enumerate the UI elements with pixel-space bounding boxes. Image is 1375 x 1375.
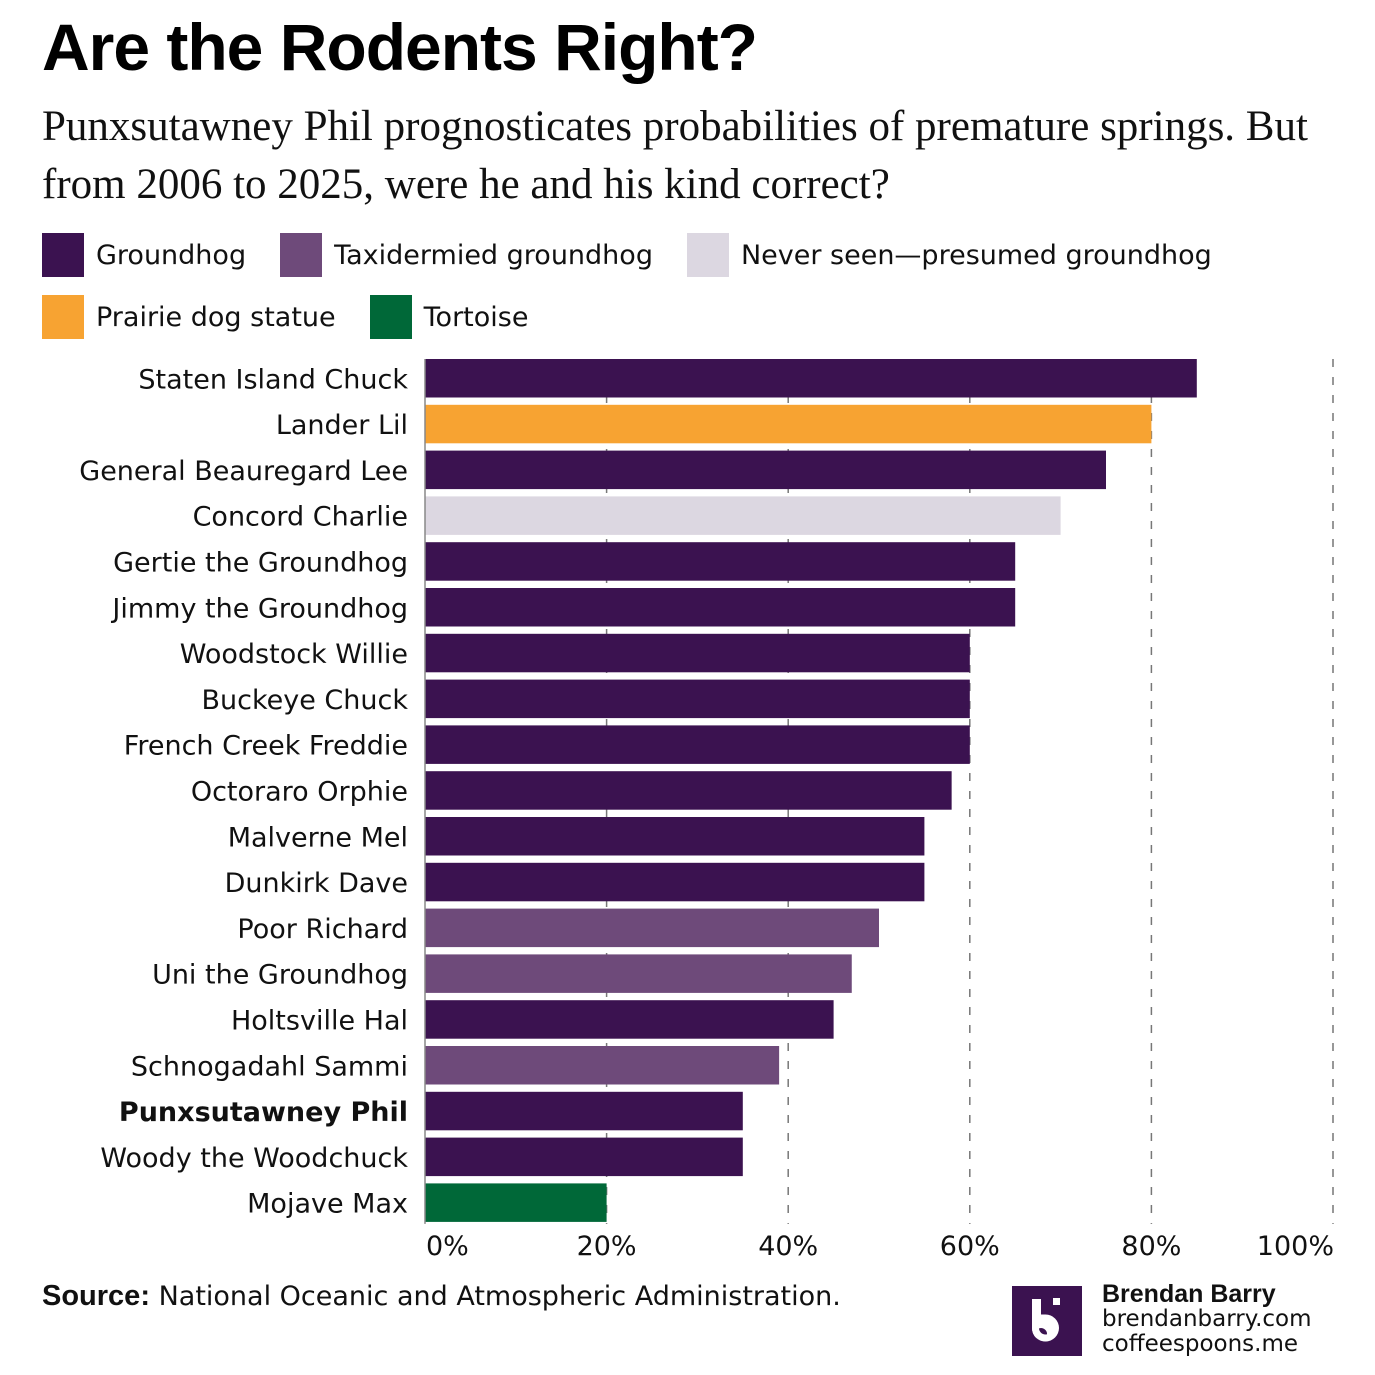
bar-buckeye-chuck	[425, 679, 970, 719]
bar-jimmy-the-groundhog	[425, 588, 1016, 627]
legend-item-tortoise: Tortoise	[369, 295, 529, 339]
legend-swatch	[686, 233, 729, 277]
brand-text: Brendan Barry brendanbarry.com coffeespo…	[1102, 1282, 1312, 1357]
brand-block: Brendan Barry brendanbarry.com coffeespo…	[1012, 1282, 1312, 1357]
category-label: Woody the Woodchuck	[100, 1143, 408, 1174]
category-label: Schnogadahl Sammi	[131, 1051, 408, 1082]
category-label: Mojave Max	[247, 1189, 408, 1220]
category-label: Malverne Mel	[228, 822, 408, 853]
legend-swatch	[42, 233, 84, 277]
b-logo-icon	[1012, 1286, 1082, 1356]
tick-label: 40%	[758, 1231, 818, 1262]
x-axis-ticks: 0% 20% 40% 60% 80% 100%	[426, 1231, 1334, 1262]
brand-site-2: coffeespoons.me	[1102, 1331, 1299, 1357]
legend-label: Prairie dog statue	[96, 301, 336, 333]
tick-label: 0%	[426, 1231, 469, 1262]
bar-holtsville-hal	[425, 1000, 834, 1039]
brand-site-1: brendanbarry.com	[1102, 1306, 1312, 1332]
category-label: Holtsville Hal	[231, 1005, 408, 1036]
brand-name: Brendan Barry	[1102, 1280, 1276, 1308]
legend-item-taxidermied: Taxidermied groundhog	[280, 233, 653, 277]
bar-poor-richard	[425, 908, 879, 948]
bar-woody-the-woodchuck	[425, 1137, 743, 1177]
legend-item-groundhog: Groundhog	[42, 233, 246, 277]
bar-mojave-max	[425, 1183, 607, 1222]
category-label: Poor Richard	[237, 914, 408, 945]
legend-item-never-seen: Never seen—presumed groundhog	[686, 233, 1212, 277]
category-label: General Beauregard Lee	[79, 456, 408, 487]
bar-punxsutawney-phil	[425, 1091, 743, 1131]
tick-label: 80%	[1121, 1231, 1181, 1262]
tick-label: 20%	[577, 1231, 637, 1262]
category-labels: Staten Island Chuck Lander Lil General Bea…	[79, 364, 408, 1219]
category-label: Jimmy the Groundhog	[110, 593, 408, 624]
bar-concord-charlie	[425, 496, 1061, 535]
category-label: Staten Island Chuck	[138, 364, 408, 395]
legend-label: Groundhog	[96, 239, 247, 271]
source-note: Source: National Oceanic and Atmospheric…	[42, 1280, 841, 1313]
category-label: Buckeye Chuck	[202, 685, 409, 716]
legend-row: Groundhog Taxidermied groundhog Never se…	[42, 232, 1362, 278]
legend-label: Taxidermied groundhog	[334, 239, 653, 271]
legend-swatch	[280, 233, 323, 277]
bar-malverne-mel	[425, 817, 925, 856]
bar-woodstock-willie	[425, 633, 970, 673]
source-text: National Oceanic and Atmospheric Adminis…	[158, 1281, 841, 1312]
category-label: Concord Charlie	[193, 502, 408, 533]
tick-label: 60%	[940, 1231, 1000, 1262]
bar-french-creek-freddie	[425, 725, 970, 764]
legend-swatch	[42, 295, 84, 339]
category-label: Woodstock Willie	[180, 639, 408, 670]
logo-dot	[1053, 1298, 1060, 1305]
source-label: Source:	[42, 1280, 150, 1312]
category-label: French Creek Freddie	[124, 731, 408, 762]
legend-row: Prairie dog statue Tortoise	[42, 294, 1362, 340]
bar-lander-lil	[425, 404, 1152, 444]
bar-staten-island-chuck	[425, 359, 1197, 398]
legend-label: Tortoise	[423, 301, 529, 333]
bar-uni-the-groundhog	[425, 954, 852, 993]
category-label: Gertie the Groundhog	[113, 547, 408, 578]
logo-b-bowl	[1032, 1314, 1059, 1342]
legend-label: Never seen—presumed groundhog	[740, 239, 1212, 271]
chart-subtitle: Punxsutawney Phil prognosticates probabi…	[42, 103, 1308, 208]
chart-title: Are the Rodents Right?	[42, 10, 758, 84]
bar-octoraro-orphie	[425, 771, 952, 810]
category-label: Uni the Groundhog	[152, 960, 408, 991]
category-label: Lander Lil	[276, 410, 408, 441]
category-label: Dunkirk Dave	[225, 868, 408, 899]
legend: Groundhog Taxidermied groundhog Never se…	[42, 232, 1362, 356]
bar-general-beauregard-lee	[425, 450, 1106, 490]
bar-schnogadahl-sammi	[425, 1046, 780, 1085]
legend-swatch	[369, 295, 412, 339]
legend-item-prairie-dog: Prairie dog statue	[42, 295, 336, 339]
tick-label: 100%	[1257, 1231, 1334, 1262]
bar-dunkirk-dave	[425, 862, 925, 902]
bar-gertie-the-groundhog	[425, 542, 1016, 581]
category-label: Punxsutawney Phil	[119, 1097, 408, 1128]
bars	[425, 359, 1197, 1222]
category-label: Octoraro Orphie	[191, 776, 408, 807]
